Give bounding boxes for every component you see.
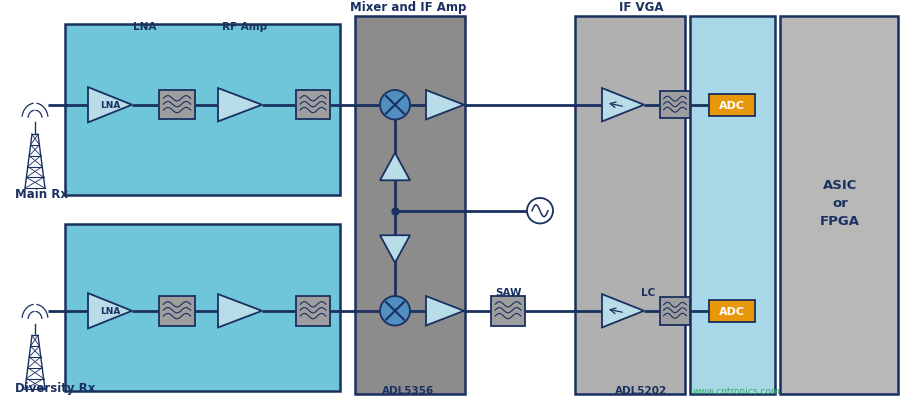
Bar: [159, 91, 195, 120]
Bar: [575, 17, 685, 394]
Polygon shape: [88, 293, 132, 328]
Text: LNA: LNA: [100, 101, 120, 110]
Polygon shape: [602, 294, 644, 328]
Text: LNA: LNA: [133, 22, 157, 32]
Text: ADL5356: ADL5356: [382, 385, 434, 395]
Circle shape: [527, 198, 553, 224]
Text: IF VGA: IF VGA: [619, 2, 663, 15]
Bar: [660, 297, 690, 325]
Circle shape: [380, 296, 410, 326]
Polygon shape: [380, 236, 410, 263]
Polygon shape: [709, 300, 755, 322]
Polygon shape: [602, 89, 644, 122]
Bar: [491, 296, 525, 326]
Bar: [780, 17, 898, 394]
Polygon shape: [426, 296, 464, 326]
Bar: [159, 296, 195, 326]
Text: SAW: SAW: [495, 288, 521, 297]
Text: Diversity Rx: Diversity Rx: [15, 381, 96, 394]
Polygon shape: [426, 91, 464, 120]
Bar: [65, 25, 340, 196]
Text: ADC: ADC: [719, 100, 745, 111]
Polygon shape: [218, 294, 262, 328]
Bar: [296, 91, 330, 120]
Bar: [296, 296, 330, 326]
Polygon shape: [218, 89, 262, 122]
Text: LC: LC: [641, 288, 655, 297]
Polygon shape: [88, 88, 132, 123]
Text: ASIC
or
FPGA: ASIC or FPGA: [820, 179, 860, 228]
Text: ADC: ADC: [719, 306, 745, 316]
Text: www.cntronics.com: www.cntronics.com: [693, 386, 781, 395]
Bar: [660, 92, 690, 119]
Bar: [65, 225, 340, 391]
Text: ADL5202: ADL5202: [615, 385, 667, 395]
Text: LNA: LNA: [100, 307, 120, 315]
Text: Mixer and IF Amp: Mixer and IF Amp: [349, 2, 466, 15]
Bar: [690, 17, 775, 394]
Text: Main Rx: Main Rx: [15, 188, 68, 200]
Bar: [355, 17, 465, 394]
Text: RF Amp: RF Amp: [222, 22, 268, 32]
Polygon shape: [380, 153, 410, 181]
Polygon shape: [709, 95, 755, 116]
Circle shape: [380, 91, 410, 120]
